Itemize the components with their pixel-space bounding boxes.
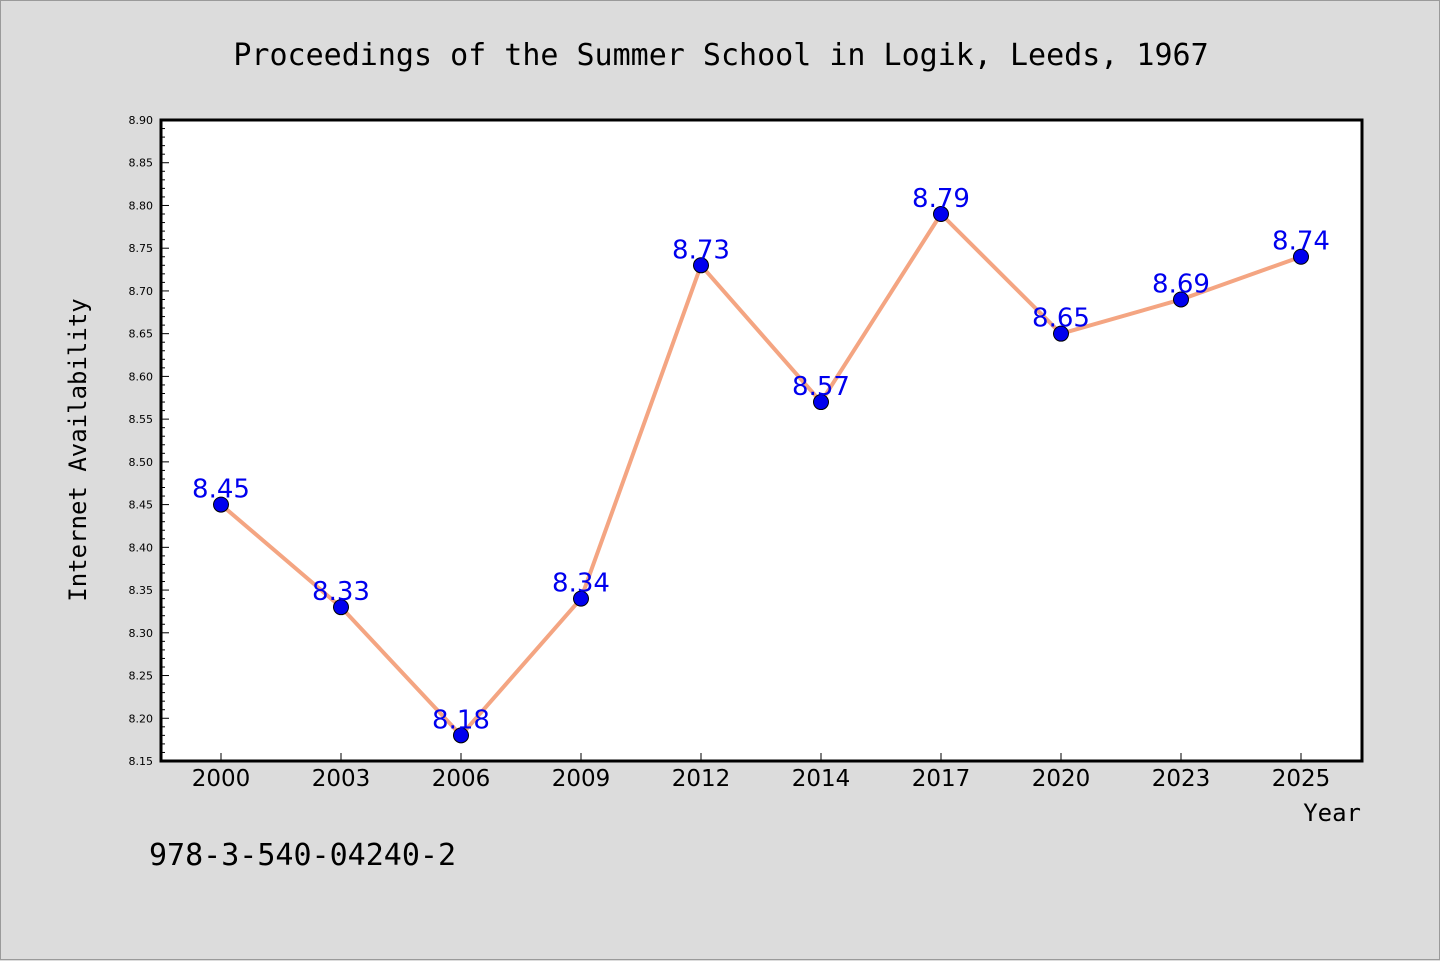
data-label: 8.69	[1152, 269, 1210, 299]
plot-area	[159, 118, 1364, 763]
y-tick-label: 8.45	[129, 499, 154, 512]
x-tick-label: 2000	[192, 766, 251, 792]
x-tick-label: 2014	[792, 766, 851, 792]
series-line-group	[219, 212, 1303, 738]
x-tick-label: 2006	[432, 766, 491, 792]
y-tick-label: 8.50	[129, 456, 154, 469]
data-label: 8.79	[912, 184, 970, 214]
data-label: 8.57	[792, 372, 850, 402]
data-point-marker	[813, 394, 829, 411]
y-tick-label: 8.30	[129, 627, 154, 640]
x-tick-label: 2023	[1152, 766, 1211, 792]
y-tick-label: 8.20	[129, 712, 154, 725]
data-label: 8.74	[1272, 227, 1330, 257]
y-tick-label: 8.65	[129, 328, 154, 341]
markers-group	[213, 206, 1309, 744]
data-point-marker	[933, 206, 949, 223]
y-axis-label: Internet Availability	[64, 298, 92, 601]
x-axis-label: Year	[1303, 799, 1361, 827]
data-label: 8.33	[312, 577, 370, 607]
data-label: 8.34	[552, 569, 610, 599]
y-tick-label: 8.90	[129, 114, 154, 127]
data-label: 8.45	[192, 475, 250, 505]
series-line	[219, 212, 1303, 738]
y-tick-label: 8.25	[129, 670, 154, 683]
data-label: 8.73	[672, 235, 730, 265]
data-point-marker	[1293, 248, 1309, 265]
y-tick-label: 8.15	[129, 755, 154, 768]
x-tick-label: 2020	[1032, 766, 1091, 792]
x-tick-label: 2017	[912, 766, 971, 792]
y-tick-label: 8.55	[129, 413, 154, 426]
y-tick-label: 8.85	[129, 157, 154, 170]
y-tick-label: 8.80	[129, 199, 154, 212]
isbn-footer: 978-3-540-04240-2	[149, 838, 456, 873]
data-label: 8.65	[1032, 304, 1090, 334]
y-tick-label: 8.35	[129, 584, 154, 597]
chart-title: Proceedings of the Summer School in Logi…	[233, 38, 1208, 73]
x-tick-label: 2009	[552, 766, 611, 792]
x-axis: 2000 2003 2006 2009 2012 2014 2017 2020 2023 2025	[192, 753, 1331, 792]
data-point-marker	[573, 590, 589, 607]
data-labels-group: 8.45 8.33 8.18 8.34 8.73 8.57 8.79 8.65 8.69 8.74	[192, 184, 1330, 735]
data-point-marker	[333, 599, 349, 616]
x-tick-label: 2025	[1272, 766, 1331, 792]
y-tick-label: 8.60	[129, 370, 154, 383]
y-tick-label: 8.40	[129, 541, 154, 554]
data-point-marker	[453, 727, 469, 744]
data-point-marker	[1053, 325, 1069, 342]
x-tick-label: 2003	[312, 766, 371, 792]
y-axis: 8.15 8.20 8.25 8.30 8.35 8.40 8.45 8.50 8.55 8.60…	[129, 114, 169, 768]
data-point-marker	[1173, 291, 1189, 308]
y-tick-label: 8.75	[129, 242, 154, 255]
data-label: 8.18	[432, 705, 490, 735]
y-tick-label: 8.70	[129, 285, 154, 298]
data-point-marker	[213, 496, 229, 513]
data-point-marker	[693, 257, 709, 274]
x-tick-label: 2012	[672, 766, 731, 792]
